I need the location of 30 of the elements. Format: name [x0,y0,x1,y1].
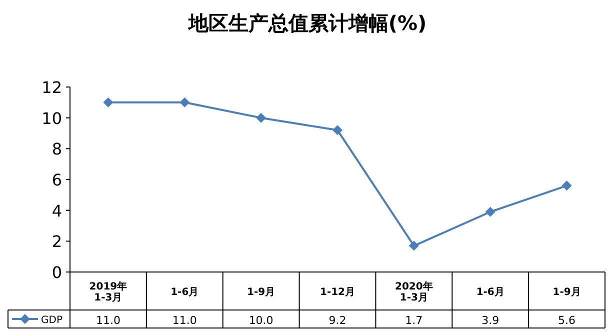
chart-title: 地区生产总值累计增幅(%) [187,11,427,35]
legend-label: GDP [41,315,62,326]
data-label: 5.6 [558,314,576,327]
y-tick-label: 10 [42,108,62,128]
x-tick-label: 2019年 1-3月 [89,280,128,304]
x-tick-label: 1-9月 [247,287,276,298]
point [408,240,419,251]
x-tick-label: 1-6月 [170,287,199,298]
data-label: 9.2 [328,314,346,327]
x-tick-label: 1-6月 [476,287,504,298]
point [180,97,190,108]
y-tick-label: 12 [42,78,62,97]
point [562,180,572,191]
point [332,125,342,136]
point [256,112,266,123]
y-tick-label: 0 [52,263,62,282]
x-tick-label: 1-12月 [320,287,356,298]
data-label: 3.9 [482,314,500,327]
y-tick-label: 6 [52,170,62,190]
data-label: 1.7 [405,314,423,327]
y-tick-label: 2 [52,232,62,252]
data-label: 11.0 [172,314,197,327]
data-label: 10.0 [248,314,274,327]
y-tick-label: 4 [52,201,62,220]
point [485,206,496,217]
y-tick-label: 8 [52,140,62,159]
x-tick-label: 1-9月 [552,287,581,298]
point [103,97,114,108]
data-label: 11.0 [96,314,120,327]
x-tick-label: 2020年 1-3月 [395,280,433,304]
